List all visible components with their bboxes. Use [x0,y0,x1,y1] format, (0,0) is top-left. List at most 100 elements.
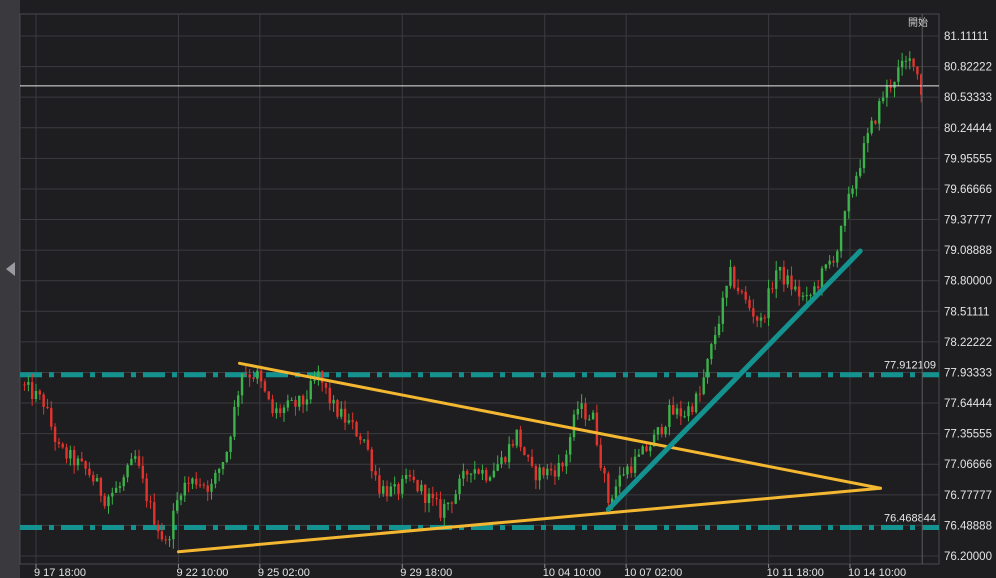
candle-body [500,457,503,465]
candle-body [50,408,53,427]
candle-body [477,469,480,474]
candle-body [580,403,583,409]
candle-body [427,493,431,503]
candle-body [549,468,553,471]
candle-body [584,403,587,420]
candle-body [782,266,786,285]
candle-body [290,399,293,401]
candle-body [343,408,347,423]
candle-body [507,444,511,463]
candle-body [824,264,828,269]
candle-body [847,193,850,212]
candle-body [610,498,614,503]
y-axis: 81.11111 80.82222 80.53333 80.24444 79.95555… [944,31,993,563]
candle-body [527,455,530,457]
candle-body [340,408,343,417]
y-tick-label: 77.93333 [944,367,992,379]
candle-body [172,510,175,540]
expand-left-arrow-icon[interactable] [6,262,15,276]
x-tick-label: 10 11 18:00 [767,567,824,578]
candle-body [672,404,675,415]
candle-body [866,133,870,144]
candle-body [164,539,167,541]
candle-body [137,456,141,466]
candle-body [809,294,812,296]
candle-body [839,225,843,252]
candle-body [259,370,263,382]
candle-body [710,344,713,360]
candle-body [717,323,721,336]
candle-body [206,485,209,492]
candle-body [778,266,782,271]
candle-body [595,412,599,446]
candle-body [366,439,370,450]
candle-body [76,458,80,466]
candle-body [557,462,560,477]
candle-body [382,486,385,494]
candle-body [813,286,816,295]
candle-body [393,484,396,487]
candle-body [439,499,442,518]
candle-body [57,441,61,444]
x-tick-label: 9 29 18:00 [400,567,452,578]
candle-body [38,390,42,395]
candle-body [656,427,660,435]
y-tick-label: 76.20000 [944,551,992,563]
candle-body [645,446,648,452]
candle-body [114,487,118,493]
candle-body [817,286,820,289]
y-tick-label: 80.24444 [944,123,993,135]
candle-body [862,143,866,169]
candle-body [389,486,393,497]
y-tick-label: 77.35555 [944,429,992,441]
candle-body [618,475,621,487]
candle-body [34,390,38,400]
candles [23,51,923,549]
candle-body [202,484,206,486]
candle-body [794,286,797,290]
candle-body [462,471,465,479]
candle-body [351,420,354,423]
candle-body [599,445,602,468]
candle-body [408,474,412,477]
candle-body [65,447,68,459]
candle-body [660,427,663,435]
candle-body [122,477,125,487]
candle-body [301,395,305,405]
candle-body [874,120,877,124]
candle-body [733,266,736,288]
x-tick-label: 10 04 10:00 [543,567,601,578]
horizontal-levels: 77.912109 76.468844 [20,360,939,531]
x-tick-label: 10 14 10:00 [848,567,906,578]
candle-body [683,416,686,418]
candle-body [103,495,106,507]
candle-body [294,399,297,407]
y-tick-label: 79.08888 [944,245,992,257]
candle-body [84,461,87,469]
candle-body [95,478,99,482]
candle-body [248,374,251,378]
candle-body [904,60,908,62]
candle-body [244,373,248,375]
candle-body [401,478,404,494]
candle-body [614,486,618,499]
candle-body [263,381,267,392]
y-tick-label: 78.22222 [944,337,992,349]
candle-body [889,85,892,89]
candle-body [706,359,709,378]
candle-body [416,480,419,492]
candle-body [191,478,194,484]
candle-body [149,501,152,503]
candle-body [313,379,316,381]
candle-body [805,295,808,297]
candle-body [240,373,244,396]
y-tick-label: 76.48888 [944,520,992,532]
candle-body [858,168,862,176]
candle-body [504,457,507,463]
level-label: 76.468844 [884,513,936,525]
candle-body [626,466,629,475]
candle-body [851,188,854,194]
candle-body [603,467,606,474]
left-panel-strip [0,0,20,578]
